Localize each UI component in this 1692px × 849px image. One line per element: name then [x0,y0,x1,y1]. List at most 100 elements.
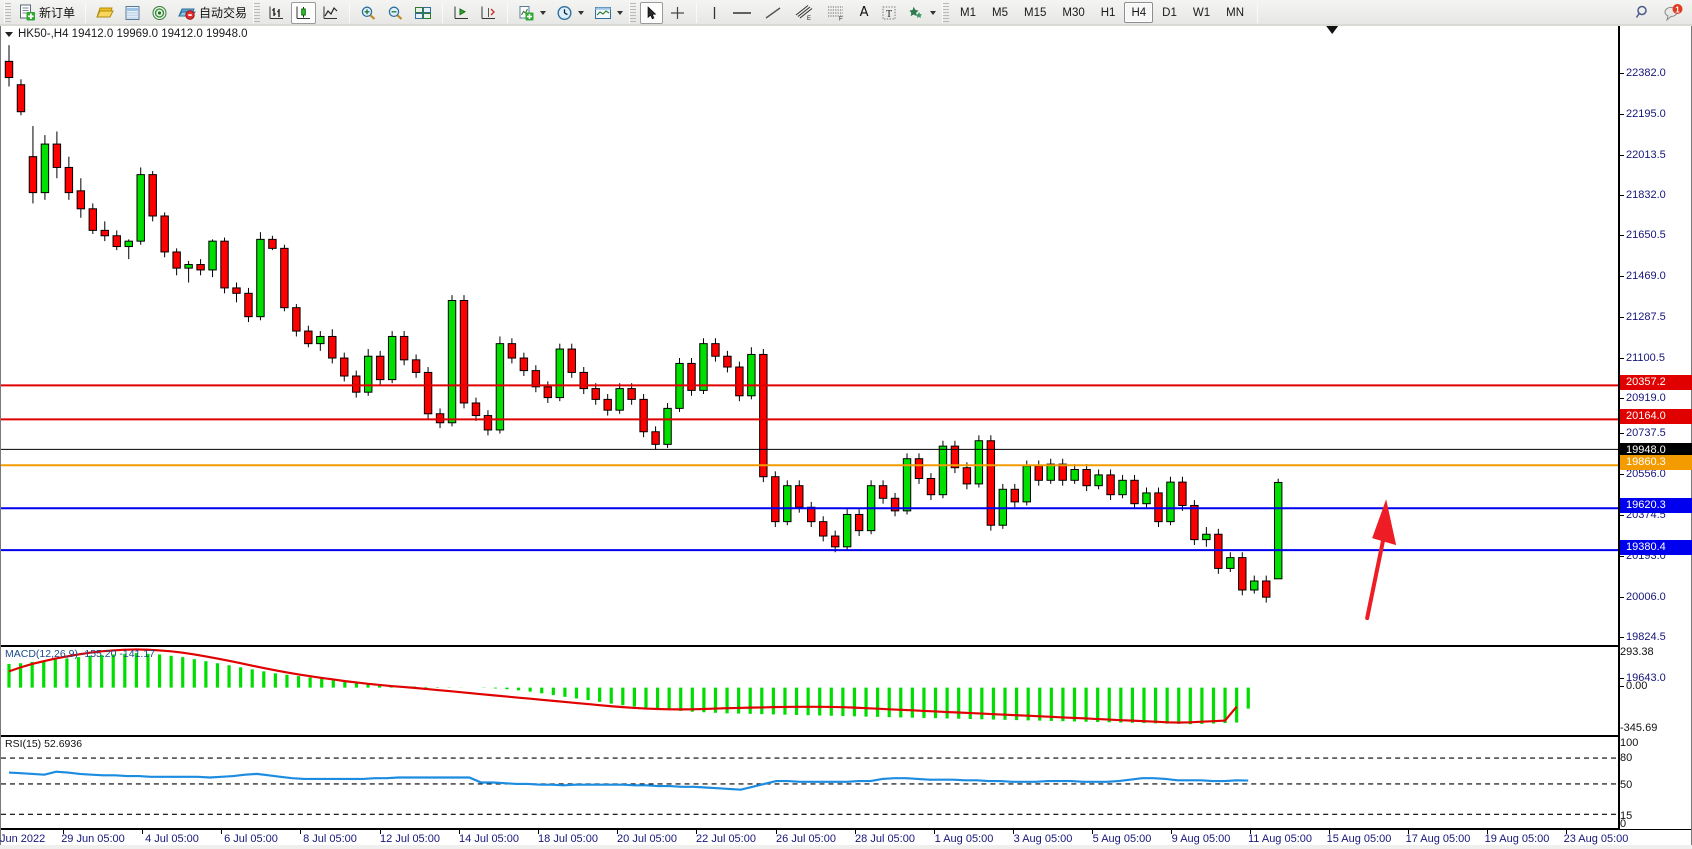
alerts-button[interactable]: 1 [1658,2,1688,24]
price-tick-4: 21650.5 [1620,230,1666,241]
line-chart-icon [323,6,338,19]
new-order-button[interactable]: 新订单 [15,2,79,24]
timeframe-m1[interactable]: M1 [960,6,977,19]
rsi-pane[interactable]: RSI(15) 52.6936 [1,736,1619,829]
level-badge-support-lower[interactable]: 19380.4 [1620,540,1692,555]
period-dropdown-caret[interactable] [578,10,585,15]
time-tick: 27 Jun 2022 [0,833,46,845]
level-badge-current[interactable]: 19860.3 [1620,455,1692,470]
crosshair-button[interactable] [665,2,690,24]
candle [1250,580,1259,591]
level-badge-support-upper[interactable]: 19620.3 [1620,498,1692,513]
chart-symbol-text: HK50-,H4 19412.0 19969.0 19412.0 19948.0 [18,28,248,40]
period-button[interactable] [552,2,588,24]
timeframe-mn[interactable]: MN [1226,6,1244,19]
equidistant-channel-button[interactable]: E [789,2,819,24]
toolbar-grip-1[interactable] [4,2,11,23]
time-tick: 12 Jul 05:00 [380,833,440,845]
shapes-button[interactable] [903,2,940,24]
data-window-button[interactable] [147,2,172,24]
price-tick-6: 21287.5 [1620,312,1666,323]
timeframe-m5[interactable]: M5 [992,6,1008,19]
timeframe-m30[interactable]: M30 [1062,6,1085,19]
time-tick: 5 Aug 05:00 [1092,833,1152,845]
templates-button[interactable] [590,2,627,24]
chart-shift-button[interactable] [449,2,474,24]
time-tick-mark [538,830,539,834]
chart-menu-caret-icon[interactable] [5,31,13,37]
zoom-out-icon [388,6,403,20]
fibonacci-button[interactable]: F [821,2,851,24]
candle [244,292,253,318]
candle [651,431,660,445]
price-tick-7: 21100.5 [1620,353,1665,364]
candle [196,264,205,271]
candle [759,353,768,478]
text-label-icon: T [882,6,896,20]
candle [447,299,457,424]
toolbar-grip-2[interactable] [253,2,261,23]
time-scale[interactable]: 27 Jun 2022 29 Jun 05:00 4 Jul 05:00 6 Jul … [0,829,1691,849]
time-tick: 11 Aug 05:00 [1247,833,1313,845]
candle [531,370,541,388]
profiles-button[interactable] [92,2,118,24]
candle [459,299,469,404]
level-badge-resistance-upper[interactable]: 20357.2 [1620,375,1692,390]
candle [304,330,313,345]
templates-dropdown-caret[interactable] [617,10,624,15]
time-tick-mark [300,830,301,834]
level-badge-resistance-lower[interactable]: 20164.0 [1620,409,1692,424]
auto-scroll-button[interactable] [476,2,501,24]
horizontal-line-button[interactable] [727,2,757,24]
macd-pane[interactable]: MACD(12,26,9) -155.20 -141.17 [1,646,1619,736]
indicators-dropdown-caret[interactable] [540,10,547,15]
candle [1178,481,1187,506]
toolbar-grip-4[interactable] [942,2,950,23]
rsi-line [8,770,1249,791]
timeframe-w1[interactable]: W1 [1192,6,1211,19]
timeframe-m15[interactable]: M15 [1024,6,1047,19]
candle [399,335,409,361]
chart-window[interactable]: HK50-,H4 19412.0 19969.0 19412.0 19948.0 [0,26,1692,849]
candle [1166,481,1175,523]
svg-text:F: F [839,17,843,22]
status-bar [0,845,1692,849]
bar-chart-button[interactable] [264,2,289,24]
price-pane[interactable] [1,26,1619,646]
candle [1214,533,1223,569]
vertical-line-button[interactable] [703,2,725,24]
toolbar-separator-1 [85,2,87,23]
time-tick-mark [1408,830,1409,834]
line-chart-button[interactable] [318,2,343,24]
search-button[interactable] [1630,2,1656,24]
price-scale[interactable]: 22382.0 22195.0 22013.5 21832.0 21650.5 … [1619,26,1692,830]
trendline-button[interactable] [759,2,787,24]
market-watch-button[interactable] [120,2,145,24]
zoom-in-button[interactable] [356,2,381,24]
price-chart-svg [1,26,1618,621]
price-tick-14: 20006.0 [1620,592,1666,603]
candle [124,240,133,248]
text-label-button[interactable]: T [877,2,901,24]
tile-windows-button[interactable] [410,2,436,24]
candle [256,238,265,318]
shapes-dropdown-caret[interactable] [930,10,937,15]
candlestick-chart-button[interactable] [291,1,317,24]
time-tick: 18 Jul 05:00 [538,833,598,845]
up-arrow-annotation[interactable] [1365,499,1397,621]
timeframe-h4[interactable]: H4 [1124,2,1154,23]
toolbar-grip-3[interactable] [629,2,637,23]
timeframe-h1[interactable]: H1 [1100,6,1116,19]
candle [423,371,433,415]
price-tick-2: 22013.5 [1620,150,1666,161]
profiles-icon [96,7,114,17]
candle [902,458,912,512]
timeframe-d1[interactable]: D1 [1162,6,1177,19]
chart-shift-icon [454,6,469,19]
time-tick: 29 Jun 05:00 [61,833,125,845]
autotrade-button[interactable]: 自动交易 [174,2,251,24]
cursor-button[interactable] [640,1,664,24]
zoom-out-button[interactable] [383,2,408,24]
indicators-button[interactable] [514,2,550,24]
text-button[interactable]: A [853,2,875,24]
